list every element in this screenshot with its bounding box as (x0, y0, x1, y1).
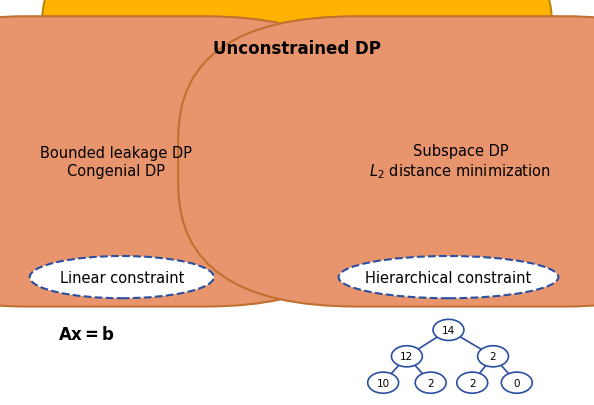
FancyBboxPatch shape (0, 17, 383, 307)
Text: Unconstrained DP: Unconstrained DP (213, 40, 381, 58)
FancyBboxPatch shape (42, 0, 552, 188)
Polygon shape (463, 62, 594, 109)
Ellipse shape (339, 256, 558, 298)
FancyBboxPatch shape (178, 17, 594, 307)
Text: Linear constraint: Linear constraint (59, 270, 184, 285)
Text: 14: 14 (442, 325, 455, 335)
Text: 0: 0 (514, 378, 520, 388)
Text: Conditioning: Conditioning (157, 75, 241, 87)
Circle shape (457, 372, 488, 393)
Text: Subspace DP
$L_2$ distance minimization: Subspace DP $L_2$ distance minimization (369, 144, 551, 180)
Polygon shape (0, 61, 115, 105)
Circle shape (501, 372, 532, 393)
Text: MCMC: MCMC (25, 72, 72, 86)
Text: Optimization: Optimization (486, 79, 583, 92)
Text: Imaging: Imaging (345, 75, 398, 87)
Text: $\mathbf{Ax = b}$: $\mathbf{Ax = b}$ (58, 325, 115, 343)
Circle shape (368, 372, 399, 393)
Text: Hierarchical constraint: Hierarchical constraint (365, 270, 532, 285)
Text: 2: 2 (489, 352, 497, 361)
Ellipse shape (30, 256, 214, 298)
Circle shape (391, 346, 422, 367)
Text: 2: 2 (469, 378, 476, 388)
Text: 12: 12 (400, 352, 413, 361)
Text: 10: 10 (377, 378, 390, 388)
Text: 2: 2 (427, 378, 434, 388)
Circle shape (478, 346, 508, 367)
Circle shape (415, 372, 446, 393)
Text: Bounded leakage DP
Congenial DP: Bounded leakage DP Congenial DP (40, 146, 192, 178)
Circle shape (433, 320, 464, 341)
Text: ...: ... (40, 84, 57, 98)
